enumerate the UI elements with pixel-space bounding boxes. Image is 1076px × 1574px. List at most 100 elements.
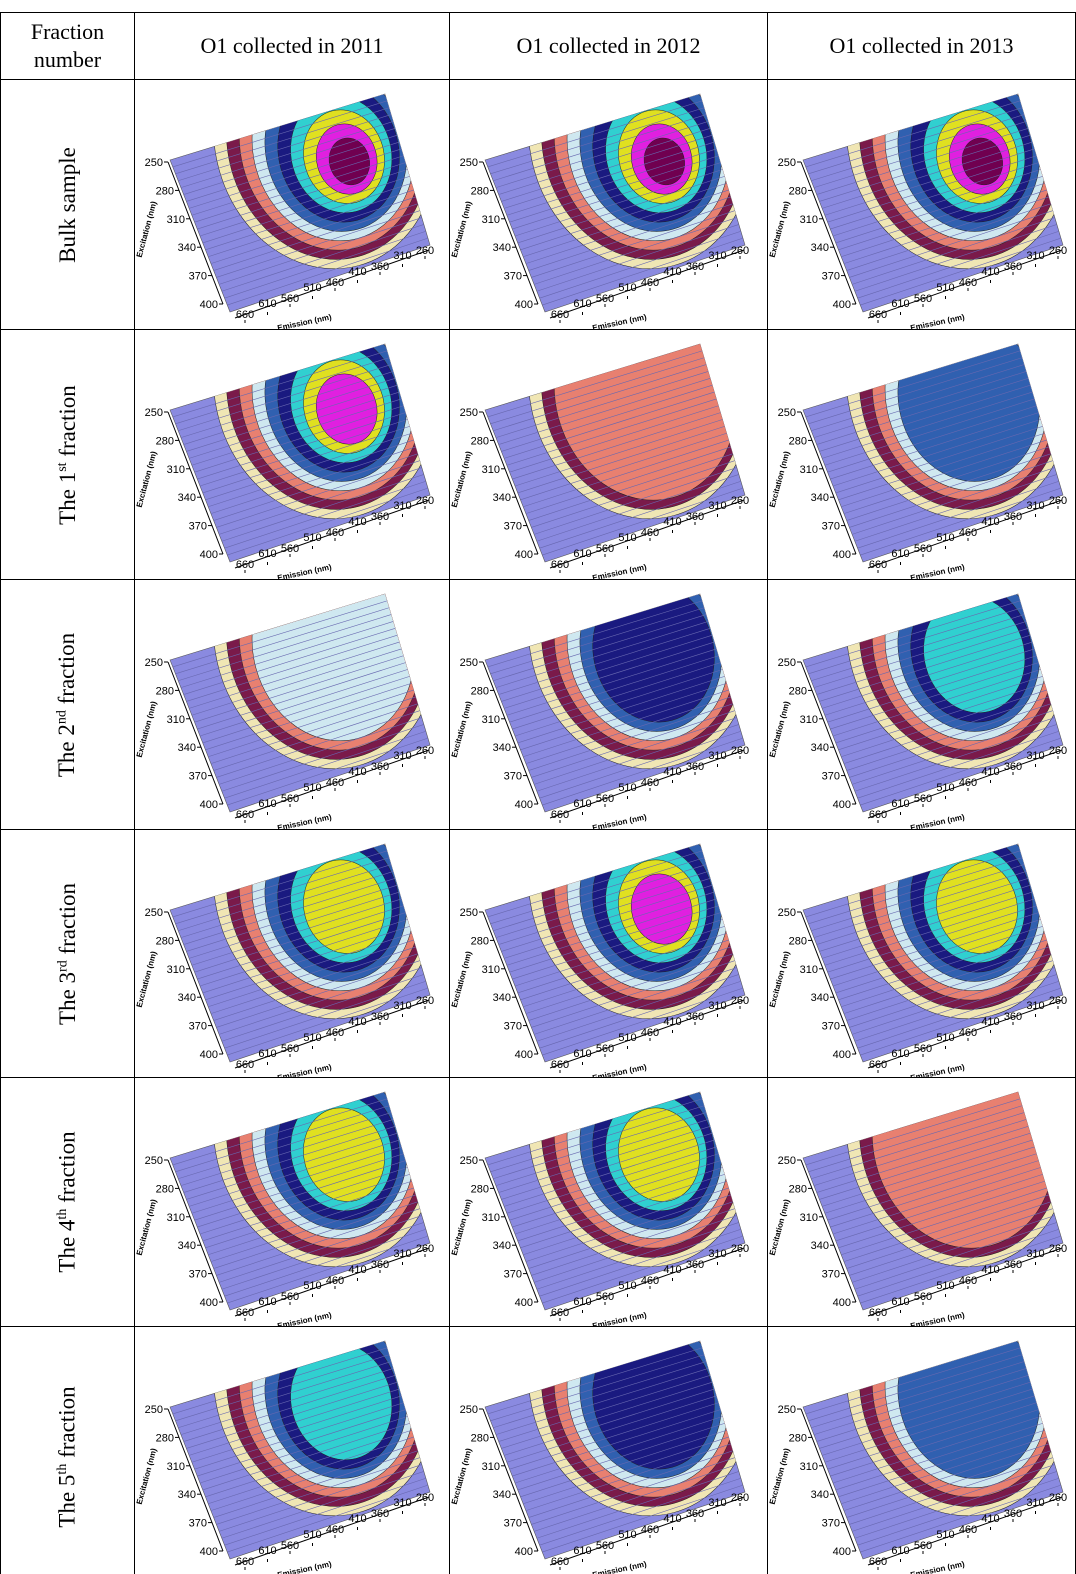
- tick-label: 280: [156, 185, 174, 197]
- tick-label: 310: [1026, 750, 1044, 762]
- tick-label: 310: [708, 750, 726, 762]
- tick-label: 560: [914, 793, 932, 805]
- row-label-part: The 2: [54, 723, 80, 777]
- tick-label: 260: [1049, 495, 1067, 507]
- tick-label: 660: [869, 309, 887, 321]
- tick-label: 560: [596, 543, 614, 555]
- tick-label: 400: [200, 1546, 218, 1558]
- tick-label: 560: [281, 1291, 299, 1303]
- axis-title: Emission (nm): [277, 312, 333, 329]
- axis-title: Excitation (nm): [768, 700, 791, 758]
- tick-label: 660: [551, 1059, 569, 1071]
- tick-label: 460: [959, 777, 977, 789]
- tick-label: 460: [959, 277, 977, 289]
- tick-label: 610: [573, 298, 591, 310]
- plot-cell: 250 280 310 340 370 400 660 610 560 510 460 410 360 3…: [135, 580, 450, 833]
- tick-label: 410: [663, 766, 681, 778]
- row-label: The 4th fraction: [55, 1131, 81, 1272]
- eem-plot: 250 280 310 340 370 400 660 610 560 510 460 410 360 3…: [450, 1340, 749, 1574]
- tick-label: 410: [663, 516, 681, 528]
- plot-cell: 250 280 310 340 370 400 660 610 560 510 460 410 360 3…: [450, 330, 768, 583]
- axis-line: [549, 999, 745, 1069]
- plot-cell: 250 280 310 340 370 400 660 610 560 510 460 410 360 3…: [768, 1327, 1076, 1574]
- axis-title: Excitation (nm): [768, 1198, 791, 1256]
- tick-label: 370: [822, 1269, 840, 1281]
- tick-label: 460: [641, 277, 659, 289]
- row-label: The 3rd fraction: [55, 883, 81, 1025]
- row-label-part: th: [54, 1463, 70, 1475]
- tick-label: 410: [348, 1513, 366, 1525]
- tick-label: 310: [393, 750, 411, 762]
- tick-label: 250: [460, 1155, 478, 1167]
- tick-label: 560: [914, 543, 932, 555]
- tick-label: 360: [371, 1508, 389, 1520]
- tick-label: 560: [914, 1043, 932, 1055]
- tick-label: 610: [891, 298, 909, 310]
- axis-title: Excitation (nm): [768, 200, 791, 258]
- tick-label: 370: [504, 1021, 522, 1033]
- tick-label: 400: [833, 1546, 851, 1558]
- tick-label: 610: [573, 1296, 591, 1308]
- axis-title: Excitation (nm): [135, 1447, 158, 1505]
- tick-label: 260: [1049, 245, 1067, 257]
- tick-label: 660: [236, 1059, 254, 1071]
- eem-plot: 250 280 310 340 370 400 660 610 560 510 460 410 360 3…: [450, 1091, 749, 1331]
- tick-label: 340: [178, 992, 196, 1004]
- axis-title: Emission (nm): [910, 1559, 966, 1574]
- axis-title: Emission (nm): [592, 1310, 648, 1326]
- tick-label: 460: [959, 527, 977, 539]
- tick-label: 280: [789, 435, 807, 447]
- axis-title: Emission (nm): [592, 312, 648, 329]
- tick-label: 560: [596, 1540, 614, 1552]
- tick-label: 370: [189, 1269, 207, 1281]
- tick-label: 400: [833, 299, 851, 311]
- axis-line: [234, 249, 430, 319]
- tick-label: 340: [178, 742, 196, 754]
- tick-label: 250: [460, 907, 478, 919]
- tick-label: 310: [708, 250, 726, 262]
- tick-label: 260: [731, 495, 749, 507]
- tick-label: 610: [258, 298, 276, 310]
- axis-title: Emission (nm): [592, 1062, 648, 1077]
- plot-cell: 250 280 310 340 370 400 660 610 560 510 460 410 360 3…: [450, 80, 768, 333]
- tick-label: 660: [551, 309, 569, 321]
- plot-cell: 250 280 310 340 370 400 660 610 560 510 460 410 360 3…: [768, 1078, 1076, 1331]
- contours: [172, 1341, 430, 1553]
- header-text: O1 collected in 2013: [829, 33, 1014, 58]
- tick-label: 250: [145, 157, 163, 169]
- tick-label: 360: [686, 761, 704, 773]
- eem-plot: 250 280 310 340 370 400 660 610 560 510 460 410 360 3…: [135, 343, 434, 583]
- tick-label: 660: [551, 1307, 569, 1319]
- tick-label: 610: [258, 1296, 276, 1308]
- tick-label: 410: [663, 1513, 681, 1525]
- header-cell: O1 collected in 2013: [768, 12, 1076, 80]
- tick-label: 280: [471, 935, 489, 947]
- tick-label: 340: [178, 1240, 196, 1252]
- tick-label: 510: [303, 282, 321, 294]
- axis-line: [234, 499, 430, 569]
- tick-label: 370: [189, 771, 207, 783]
- row-label-part: The 1: [54, 471, 80, 525]
- tick-label: 510: [936, 282, 954, 294]
- axis-title: Excitation (nm): [135, 1198, 158, 1256]
- tick-label: 560: [281, 293, 299, 305]
- tick-label: 460: [326, 277, 344, 289]
- tick-label: 560: [596, 293, 614, 305]
- plot-cell: 250 280 310 340 370 400 660 610 560 510 460 410 360 3…: [768, 80, 1076, 333]
- tick-label: 410: [348, 766, 366, 778]
- tick-label: 610: [573, 1545, 591, 1557]
- eem-plot: 250 280 310 340 370 400 660 610 560 510 460 410 360 3…: [768, 1340, 1067, 1574]
- tick-label: 370: [189, 1518, 207, 1530]
- tick-label: 400: [515, 1546, 533, 1558]
- tick-label: 360: [371, 511, 389, 523]
- axis-line: [482, 161, 539, 305]
- contours: [805, 94, 1063, 306]
- tick-label: 400: [515, 1049, 533, 1061]
- axis-line: [234, 999, 430, 1069]
- tick-label: 310: [393, 1000, 411, 1012]
- tick-label: 660: [869, 1307, 887, 1319]
- tick-label: 260: [416, 995, 434, 1007]
- tick-label: 510: [303, 1280, 321, 1292]
- tick-label: 310: [393, 500, 411, 512]
- tick-label: 660: [236, 559, 254, 571]
